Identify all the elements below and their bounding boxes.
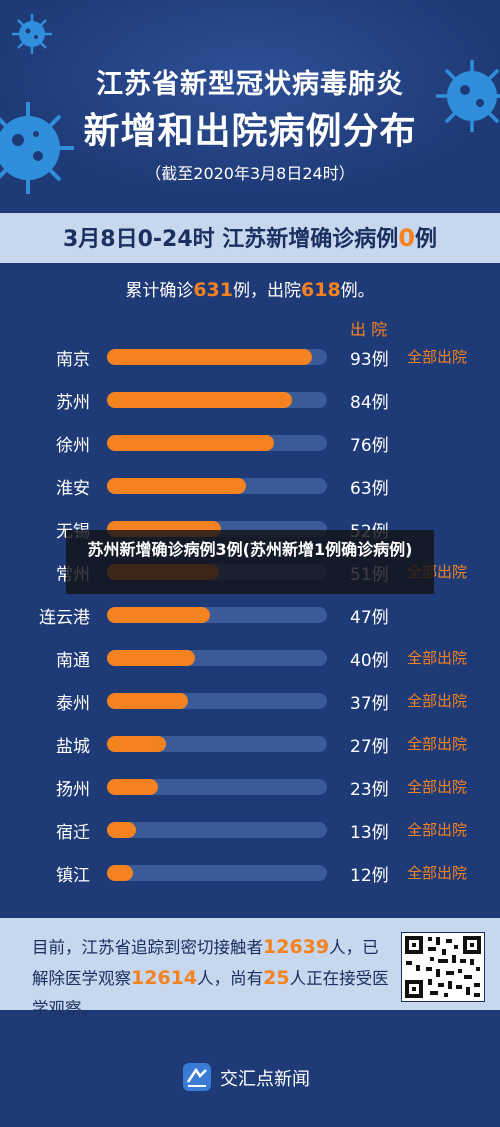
bar-row: 淮安 63例 xyxy=(0,471,500,501)
discharge-status-label: 全部出院 xyxy=(407,735,468,753)
footer-line2c: 人正在接受医学观察。 xyxy=(32,969,389,1018)
category-label: 徐州 xyxy=(56,436,90,456)
bar-row: 南通 40例 全部出院 xyxy=(0,643,500,673)
bar-track xyxy=(107,865,327,881)
value-label: 84例 xyxy=(350,393,389,413)
value-label: 37例 xyxy=(350,694,389,714)
virus-icon xyxy=(12,14,52,54)
bar-track xyxy=(107,650,327,666)
category-label: 扬州 xyxy=(56,780,90,800)
new-count: 0 xyxy=(398,224,416,252)
footer-line1b: 人， xyxy=(329,938,363,957)
bar-row: 宿迁 13例 全部出院 xyxy=(0,815,500,845)
discharge-status-label: 全部出院 xyxy=(407,649,468,667)
contacts-count: 12639 xyxy=(263,936,330,958)
category-label: 泰州 xyxy=(56,694,90,714)
discharge-status-label: 全部出院 xyxy=(407,864,468,882)
caption-text: 苏州新增确诊病例3例(苏州新增1例确诊病例) xyxy=(87,540,413,559)
value-label: 40例 xyxy=(350,651,389,671)
band-suffix: 例 xyxy=(415,227,438,252)
qr-code-icon[interactable] xyxy=(401,932,485,1002)
bar xyxy=(107,478,246,494)
bar xyxy=(107,435,274,451)
contact-tracing-text: 目前，江苏省追踪到密切接触者12639人，已解除医学观察12614人，尚有25人… xyxy=(32,932,392,1024)
remaining-count: 25 xyxy=(263,967,290,989)
summary-part2: 例，出院 xyxy=(233,281,301,301)
footer-line1a: 目前，江苏省追踪到密切接触者 xyxy=(32,938,263,957)
bar-row: 连云港 47例 xyxy=(0,600,500,630)
discharge-status-label: 全部出院 xyxy=(407,778,468,796)
bar xyxy=(107,865,133,881)
bar-row: 泰州 37例 全部出院 xyxy=(0,686,500,716)
bar-track xyxy=(107,736,327,752)
category-label: 盐城 xyxy=(56,737,90,757)
value-label: 12例 xyxy=(350,866,389,886)
title-line-1: 江苏省新型冠状病毒肺炎 xyxy=(96,69,404,100)
bar-track xyxy=(107,779,327,795)
bar xyxy=(107,607,210,623)
category-label: 南通 xyxy=(56,651,90,671)
bar-row: 徐州 76例 xyxy=(0,428,500,458)
category-label: 南京 xyxy=(56,350,90,370)
category-label: 宿迁 xyxy=(56,823,90,843)
category-label: 淮安 xyxy=(56,479,90,499)
bar xyxy=(107,822,136,838)
bar-row: 苏州 84例 xyxy=(0,385,500,415)
daily-new-band: 3月8日0-24时 江苏新增确诊病例0例 xyxy=(0,213,500,263)
brand-footer: 交汇点新闻 xyxy=(0,1062,500,1102)
brand-name: 交汇点新闻 xyxy=(220,1069,310,1090)
summary-part1: 累计确诊 xyxy=(125,281,194,301)
value-label: 76例 xyxy=(350,436,389,456)
discharge-status-label: 全部出院 xyxy=(407,821,468,839)
subtitle: （截至2020年3月8日24时） xyxy=(145,164,355,183)
value-label: 63例 xyxy=(350,479,389,499)
title-line-2: 新增和出院病例分布 xyxy=(83,111,417,152)
bar xyxy=(107,736,166,752)
bar xyxy=(107,349,312,365)
discharge-status-label: 全部出院 xyxy=(407,692,468,710)
caption-overlay: 苏州新增确诊病例3例(苏州新增1例确诊病例) xyxy=(66,530,434,594)
bar-track xyxy=(107,607,327,623)
footer-line2a: 已解除医学观察 xyxy=(32,938,379,988)
bar xyxy=(107,693,188,709)
virus-icon-large xyxy=(0,102,74,194)
discharged-total: 618 xyxy=(301,279,341,301)
bar xyxy=(107,779,158,795)
bar-track xyxy=(107,435,327,451)
summary-line: 累计确诊631例，出院618例。 xyxy=(0,276,500,301)
discharge-column-label: 出 院 xyxy=(350,320,388,339)
summary-part3: 例。 xyxy=(340,281,375,301)
value-label: 93例 xyxy=(350,350,389,370)
value-label: 47例 xyxy=(350,608,389,628)
bar-row: 扬州 23例 全部出院 xyxy=(0,772,500,802)
bar xyxy=(107,650,195,666)
value-label: 27例 xyxy=(350,737,389,757)
category-label: 苏州 xyxy=(56,393,90,413)
bar-track xyxy=(107,392,327,408)
bar-track xyxy=(107,693,327,709)
confirmed-total: 631 xyxy=(193,279,233,301)
bar xyxy=(107,392,292,408)
jiaohuidian-logo-icon xyxy=(183,1063,211,1091)
bar-track xyxy=(107,478,327,494)
released-count: 12614 xyxy=(131,967,198,989)
contact-tracing-panel: 目前，江苏省追踪到密切接触者12639人，已解除医学观察12614人，尚有25人… xyxy=(0,918,500,1018)
category-label: 连云港 xyxy=(39,608,90,628)
value-label: 23例 xyxy=(350,780,389,800)
bar-track xyxy=(107,822,327,838)
header: 江苏省新型冠状病毒肺炎 新增和出院病例分布 （截至2020年3月8日24时） xyxy=(0,0,500,195)
category-label: 镇江 xyxy=(56,866,90,886)
value-label: 13例 xyxy=(350,823,389,843)
footer-line2b: 人，尚有 xyxy=(197,969,264,988)
bar-row: 南京 93例 全部出院 xyxy=(0,342,500,372)
bar-row: 盐城 27例 全部出院 xyxy=(0,729,500,759)
bar-row: 镇江 12例 全部出院 xyxy=(0,858,500,888)
bar-track xyxy=(107,349,327,365)
virus-icon-right xyxy=(436,60,500,132)
discharge-status-label: 全部出院 xyxy=(407,348,468,366)
band-prefix: 3月8日0-24时 江苏新增确诊病例 xyxy=(62,227,399,252)
